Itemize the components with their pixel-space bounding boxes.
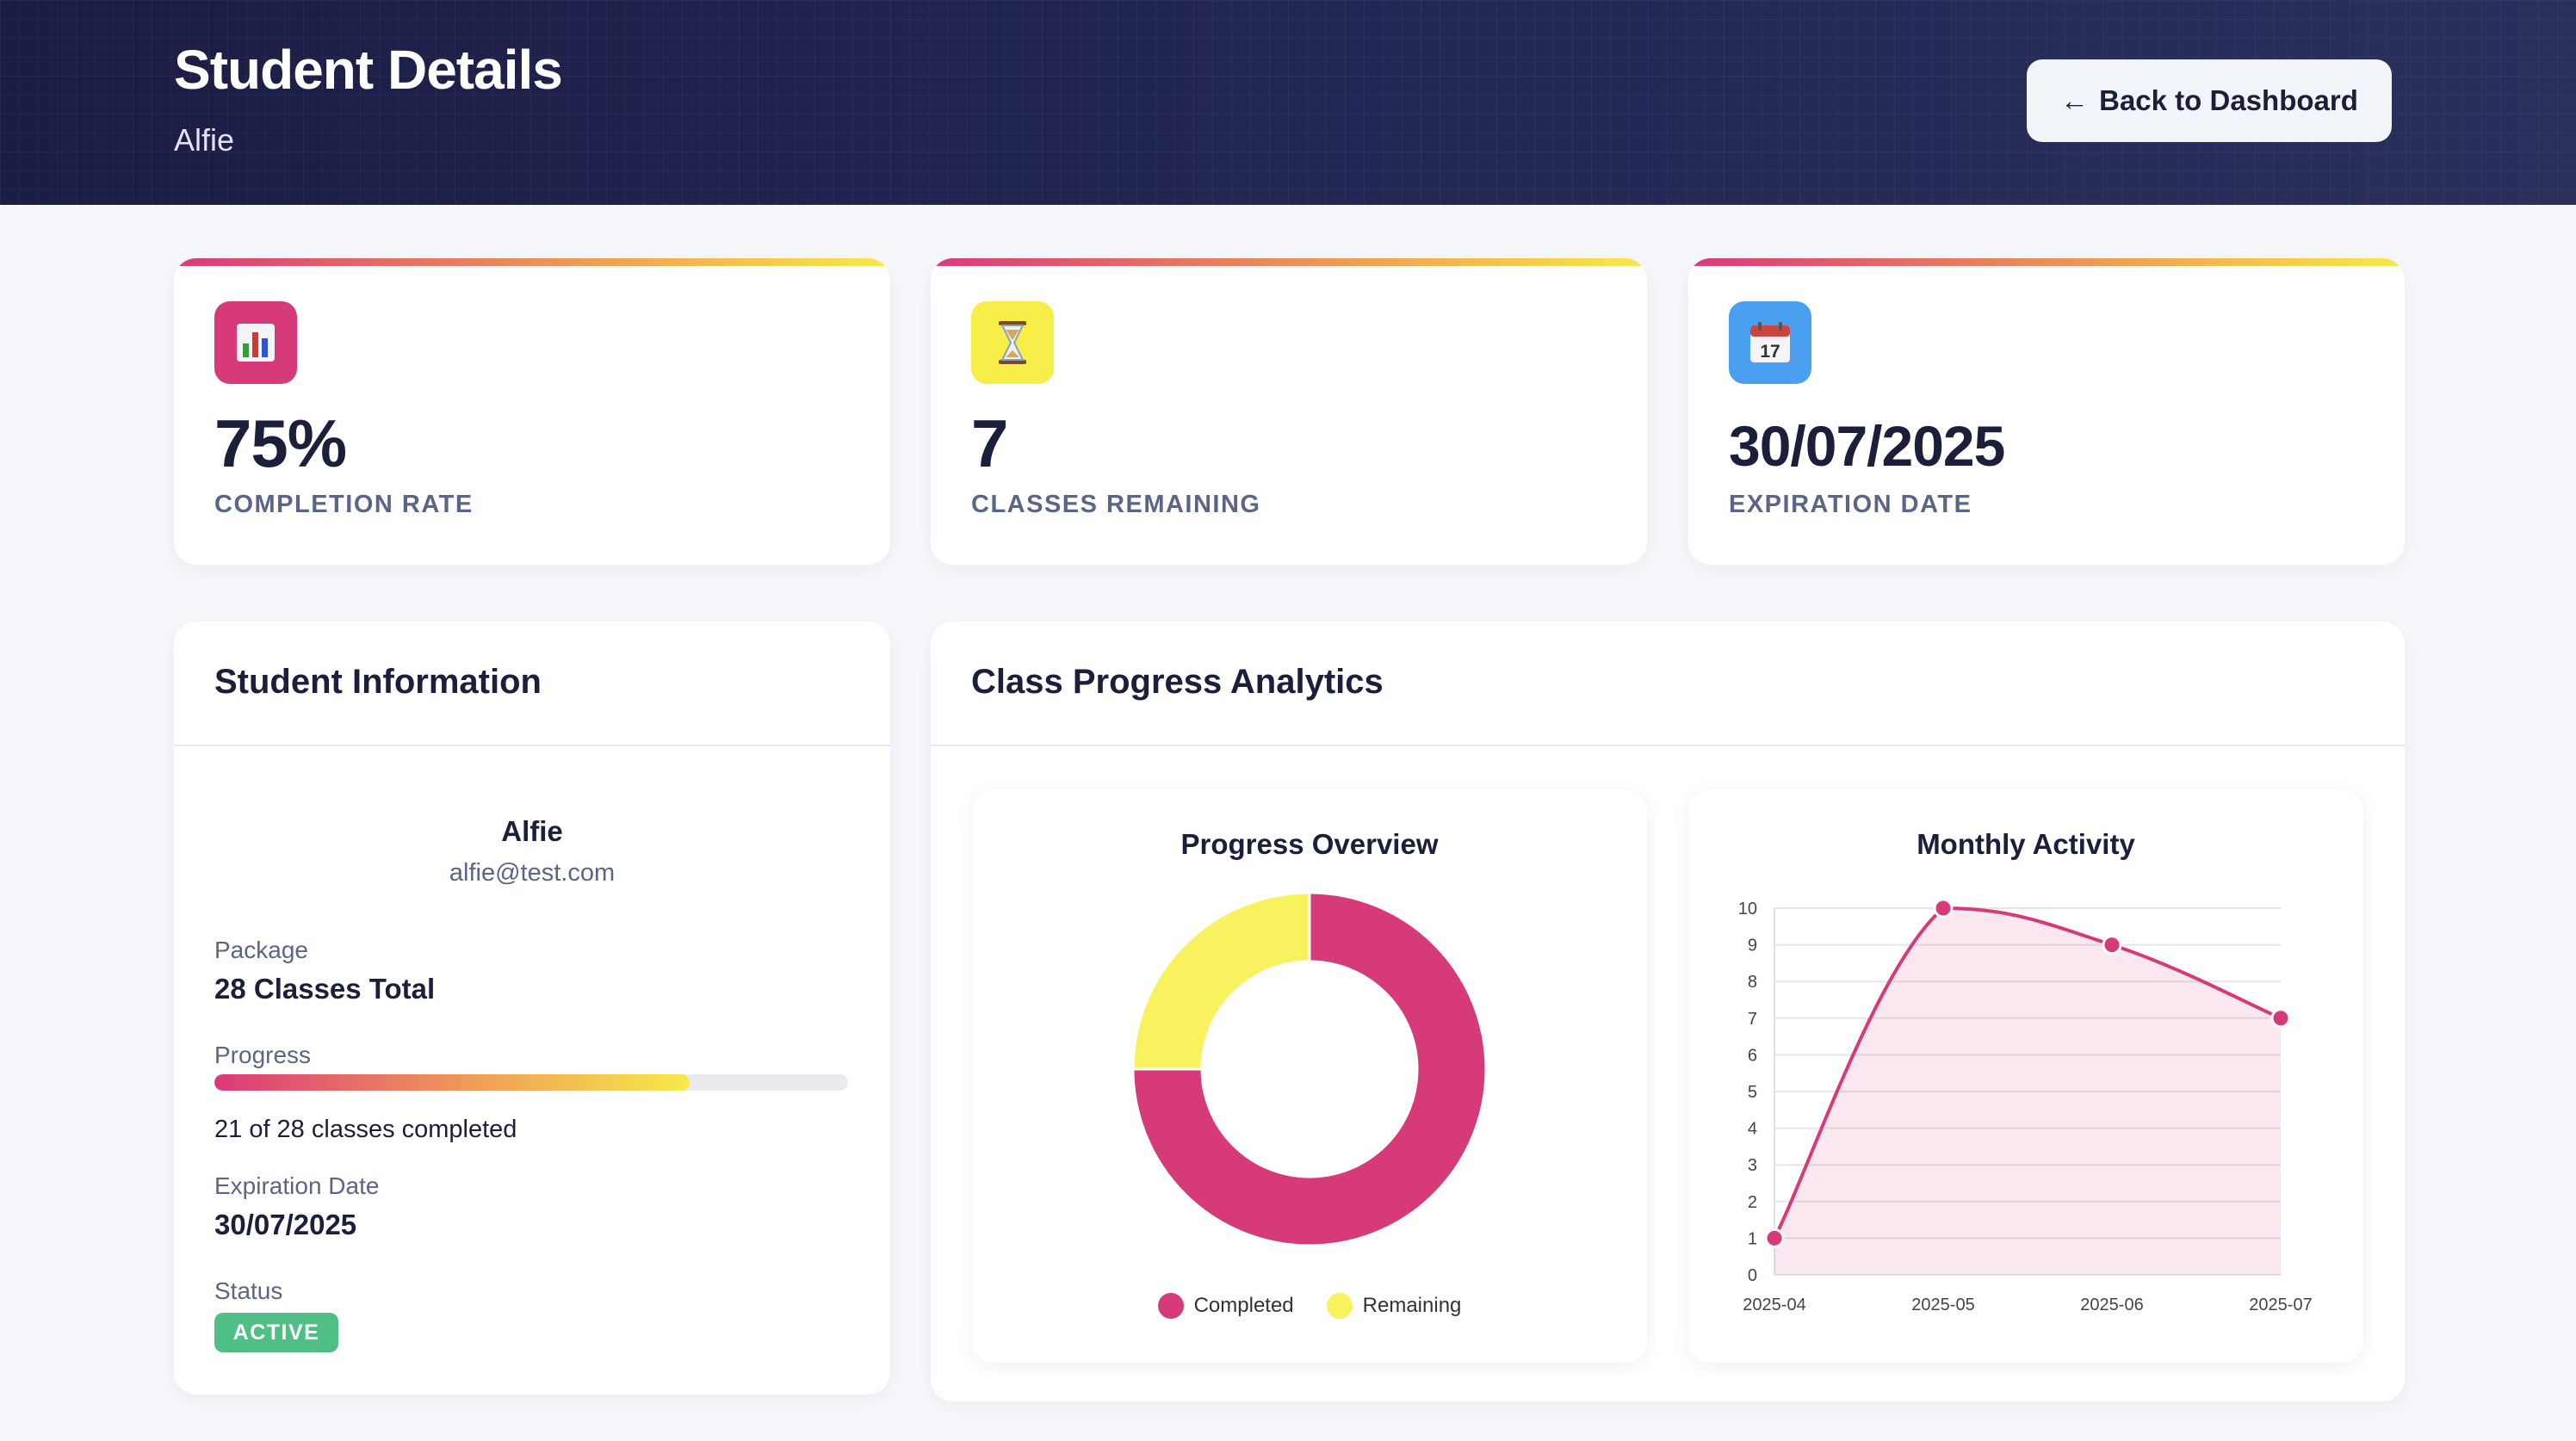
panel-divider — [174, 745, 890, 746]
panel-divider — [931, 745, 2405, 746]
student-name: Alfie — [501, 815, 563, 847]
donut-slice-completed[interactable] — [1131, 891, 1488, 1247]
legend-swatch-remaining — [1326, 1293, 1353, 1319]
status-label: Status — [214, 1277, 283, 1304]
progress-overview-card: Progress Overview Completed Remaining — [972, 789, 1647, 1363]
calendar-icon: 17 — [1729, 301, 1811, 384]
y-tick-label: 7 — [1748, 1010, 1757, 1029]
x-tick-label: 2025-05 — [1911, 1296, 1974, 1314]
legend-label-completed: Completed — [1193, 1294, 1294, 1317]
classes-remaining-card: 7 CLASSES REMAINING — [931, 258, 1647, 565]
classes-remaining-value: 7 — [971, 405, 1008, 481]
page-subtitle: Alfie — [174, 122, 235, 158]
bar-chart-icon — [214, 301, 297, 384]
monthly-activity-title: Monthly Activity — [1917, 828, 2135, 860]
classes-remaining-label: CLASSES REMAINING — [971, 491, 1261, 518]
progress-overview-title: Progress Overview — [1180, 828, 1439, 860]
student-email: alfie@test.com — [449, 859, 616, 887]
package-label: Package — [214, 937, 308, 963]
area-fill — [1774, 908, 2281, 1275]
package-value: 28 Classes Total — [214, 973, 436, 1005]
expiration-date-card: 17 30/07/2025 EXPIRATION DATE — [1688, 258, 2405, 565]
data-point-2025-06[interactable] — [2102, 935, 2122, 956]
expiration-date-info-value: 30/07/2025 — [214, 1209, 357, 1240]
x-tick-label: 2025-04 — [1743, 1296, 1805, 1314]
series-line — [1773, 906, 2282, 1240]
student-information-title: Student Information — [214, 663, 542, 701]
y-tick-label: 3 — [1748, 1156, 1757, 1175]
y-tick-label: 6 — [1748, 1046, 1757, 1065]
legend-label-remaining: Remaining — [1362, 1294, 1462, 1317]
y-tick-label: 0 — [1748, 1266, 1757, 1285]
expiration-date-label: EXPIRATION DATE — [1729, 491, 1972, 518]
x-tick-label: 2025-06 — [2080, 1296, 2143, 1314]
progress-overview-chart — [1131, 891, 1488, 1247]
calendar-icon-day: 17 — [1760, 342, 1780, 362]
donut-slice-remaining[interactable] — [1131, 891, 1311, 1071]
status-badge: ACTIVE — [214, 1313, 338, 1352]
y-tick-label: 8 — [1748, 973, 1757, 992]
data-point-2025-05[interactable] — [1933, 898, 1954, 918]
legend-item-remaining[interactable]: Remaining — [1326, 1293, 1462, 1319]
monthly-activity-chart: 0 1 2 3 4 5 6 7 8 9 10 2025-04 2025-05 2025-06 2025-07 — [1738, 898, 2313, 1314]
y-tick-label: 4 — [1748, 1120, 1757, 1139]
class-progress-analytics-panel: Class Progress Analytics Progress Overvi… — [931, 622, 2405, 1401]
student-information-panel: Student Information Alfie alfie@test.com… — [174, 622, 890, 1395]
progress-bar-fill — [214, 1074, 690, 1091]
completion-rate-value: 75% — [214, 405, 347, 481]
analytics-title: Class Progress Analytics — [971, 663, 1384, 701]
legend-item-completed[interactable]: Completed — [1157, 1293, 1294, 1319]
expiration-date-value: 30/07/2025 — [1729, 414, 2005, 478]
progress-label: Progress — [214, 1042, 312, 1068]
progress-text: 21 of 28 classes completed — [214, 1116, 517, 1143]
progress-bar — [214, 1074, 848, 1091]
progress-overview-legend: Completed Remaining — [972, 1293, 1647, 1319]
arrow-left-icon: ← — [2060, 84, 2090, 116]
x-tick-label: 2025-07 — [2249, 1296, 2312, 1314]
expiration-date-info-label: Expiration Date — [214, 1172, 380, 1199]
data-point-2025-07[interactable] — [2270, 1008, 2291, 1029]
legend-swatch-completed — [1157, 1293, 1184, 1319]
back-to-dashboard-button[interactable]: ← Back to Dashboard — [2027, 59, 2392, 142]
back-button-label: Back to Dashboard — [2099, 84, 2358, 116]
y-tick-label: 1 — [1748, 1229, 1757, 1248]
page-title: Student Details — [174, 39, 563, 101]
completion-rate-label: COMPLETION RATE — [214, 491, 474, 518]
monthly-activity-card: Monthly Activity 0 1 2 3 4 5 6 7 8 9 10 2025-04 2025… — [1688, 789, 2363, 1363]
hourglass-icon — [971, 301, 1054, 384]
data-point-2025-04[interactable] — [1764, 1228, 1785, 1248]
y-tick-label: 10 — [1738, 900, 1757, 918]
completion-rate-card: 75% COMPLETION RATE — [174, 258, 890, 565]
page-header: Student Details Alfie ← Back to Dashboar… — [0, 0, 2576, 205]
y-tick-label: 9 — [1748, 937, 1757, 956]
y-tick-label: 5 — [1748, 1083, 1757, 1102]
y-tick-label: 2 — [1748, 1193, 1757, 1212]
